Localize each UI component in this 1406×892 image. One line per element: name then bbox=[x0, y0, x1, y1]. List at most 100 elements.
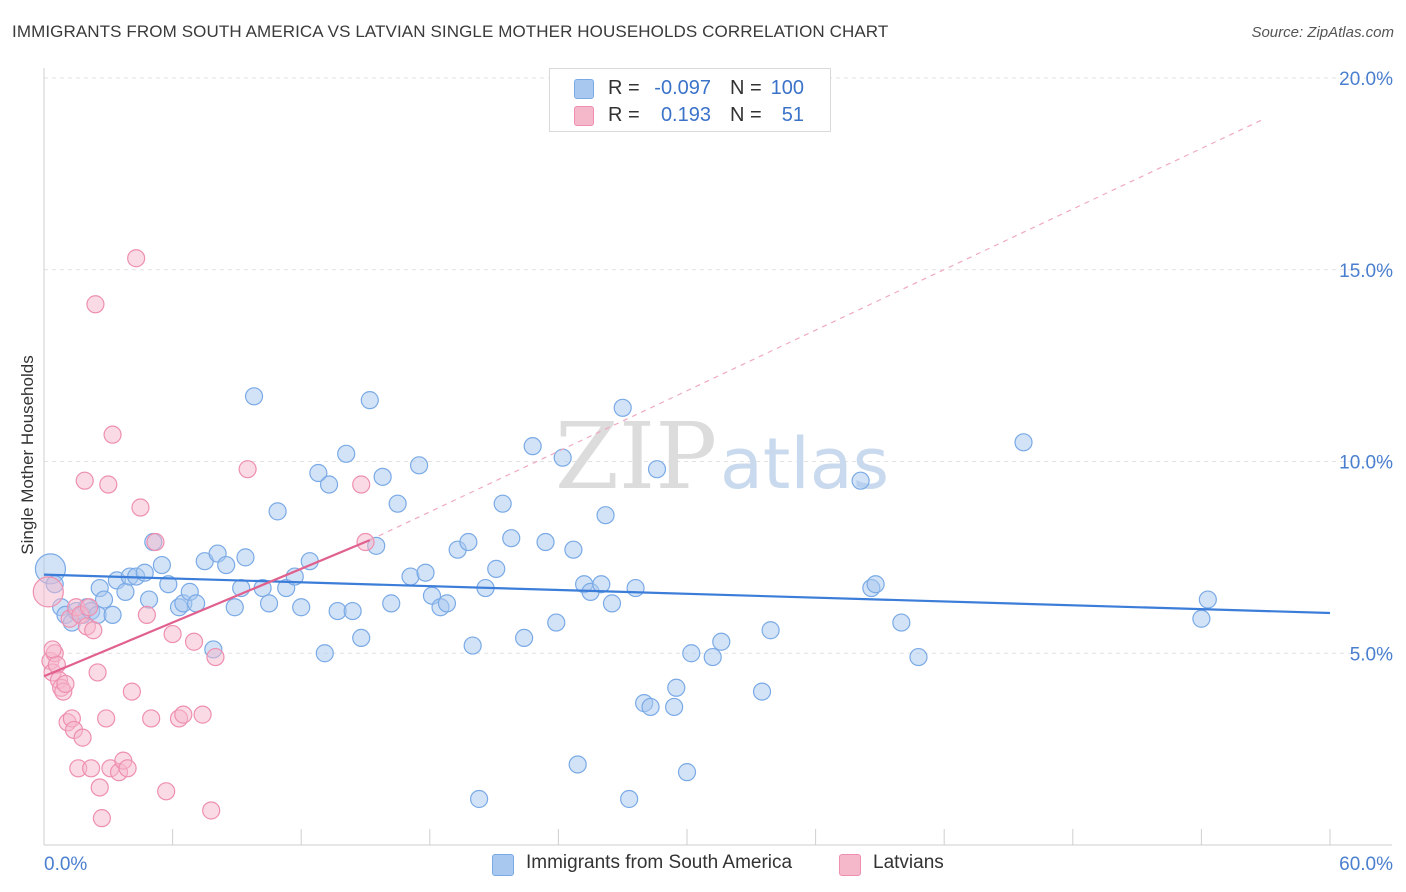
point-south-america bbox=[373, 467, 392, 486]
point-south-america bbox=[564, 540, 583, 559]
point-south-america bbox=[259, 594, 279, 613]
point-south-america bbox=[337, 444, 356, 463]
point-south-america bbox=[382, 594, 401, 613]
point-south-america bbox=[159, 575, 178, 594]
legend-r-value: 0.193 bbox=[660, 104, 711, 126]
point-latvians bbox=[86, 295, 105, 314]
point-south-america bbox=[152, 555, 171, 575]
x-tick-label: 0.0% bbox=[44, 854, 87, 875]
point-south-america bbox=[547, 613, 566, 632]
point-south-america bbox=[388, 494, 407, 513]
point-south-america bbox=[620, 789, 639, 809]
point-south-america bbox=[236, 548, 255, 567]
point-south-america bbox=[416, 563, 435, 582]
legend-r-label: R = bbox=[608, 77, 640, 99]
y-tick-label: 20.0% bbox=[1339, 69, 1393, 90]
point-south-america bbox=[319, 475, 339, 494]
point-south-america bbox=[641, 697, 660, 717]
trend-lines bbox=[43, 119, 1331, 678]
point-latvians bbox=[103, 425, 122, 444]
point-south-america bbox=[139, 590, 159, 609]
legend-swatch-south-america bbox=[492, 854, 514, 876]
point-latvians bbox=[193, 705, 212, 724]
grid-lines bbox=[44, 77, 1390, 654]
watermark-atlas: atlas bbox=[720, 423, 889, 505]
point-south-america bbox=[1198, 590, 1217, 609]
point-latvians bbox=[75, 471, 94, 490]
point-latvians bbox=[82, 759, 101, 778]
chart-title: IMMIGRANTS FROM SOUTH AMERICA VS LATVIAN… bbox=[12, 22, 889, 41]
correlation-legend: R = -0.097 N = 100 R = 0.193 N = 51 bbox=[549, 68, 831, 132]
point-south-america bbox=[712, 632, 731, 651]
y-axis-label: Single Mother Households bbox=[18, 355, 37, 555]
point-latvians bbox=[56, 674, 75, 694]
point-south-america bbox=[1014, 433, 1033, 452]
point-latvians bbox=[184, 632, 204, 651]
legend-label-latvians: Latvians bbox=[873, 852, 944, 873]
point-latvians bbox=[122, 682, 141, 701]
point-south-america bbox=[866, 575, 885, 594]
point-latvians bbox=[99, 475, 118, 494]
series-legend: Immigrants from South America Latvians bbox=[0, 852, 1406, 880]
point-south-america bbox=[677, 763, 697, 782]
point-south-america bbox=[613, 398, 632, 417]
point-south-america bbox=[596, 506, 615, 525]
point-south-america bbox=[94, 590, 114, 609]
point-south-america bbox=[523, 437, 542, 456]
point-south-america bbox=[360, 391, 379, 410]
point-latvians bbox=[146, 532, 165, 552]
point-latvians bbox=[206, 647, 225, 667]
legend-swatch-latvians bbox=[839, 854, 861, 876]
point-south-america bbox=[459, 532, 478, 552]
trend-line-latvians bbox=[43, 539, 371, 678]
legend-row-latvians: R = 0.193 N = 51 bbox=[550, 102, 830, 128]
point-south-america bbox=[343, 601, 362, 621]
trend-line-south-america bbox=[43, 573, 1331, 615]
tick-labels: 5.0% 10.0% 15.0% 20.0% 0.0% 60.0% bbox=[44, 69, 1393, 875]
point-south-america bbox=[682, 644, 701, 663]
watermark-zip: ZIP bbox=[555, 403, 717, 510]
point-south-america bbox=[536, 532, 555, 552]
point-south-america bbox=[626, 578, 645, 598]
point-latvians bbox=[127, 249, 146, 268]
point-latvians bbox=[97, 709, 116, 728]
point-south-america bbox=[892, 613, 911, 632]
point-latvians bbox=[92, 809, 111, 828]
point-south-america bbox=[568, 755, 587, 774]
trend-extension-latvians bbox=[369, 119, 1262, 541]
point-latvians bbox=[137, 605, 156, 625]
point-south-america bbox=[292, 598, 311, 617]
point-south-america bbox=[309, 463, 328, 483]
point-south-america bbox=[665, 697, 684, 717]
point-south-america bbox=[502, 529, 521, 548]
point-south-america bbox=[352, 628, 371, 648]
point-latvians bbox=[202, 801, 221, 820]
point-south-america bbox=[703, 647, 722, 667]
point-south-america bbox=[103, 605, 122, 625]
point-latvians bbox=[43, 640, 62, 659]
point-latvians bbox=[79, 598, 99, 617]
point-latvians bbox=[73, 728, 92, 747]
data-points bbox=[32, 249, 1217, 828]
y-tick-label: 5.0% bbox=[1350, 644, 1393, 665]
point-latvians bbox=[118, 759, 137, 778]
point-south-america bbox=[401, 567, 420, 586]
legend-r-value: -0.097 bbox=[654, 77, 711, 99]
legend-label-south-america: Immigrants from South America bbox=[526, 852, 793, 873]
point-south-america bbox=[268, 502, 287, 521]
point-south-america bbox=[667, 678, 686, 697]
point-latvians bbox=[88, 663, 107, 682]
point-south-america bbox=[553, 448, 572, 467]
point-south-america bbox=[761, 621, 780, 640]
legend-n-label: N = bbox=[730, 104, 762, 126]
point-latvians bbox=[157, 782, 176, 801]
point-south-america bbox=[244, 387, 264, 406]
point-south-america bbox=[116, 582, 135, 601]
source-label: Source: ZipAtlas.com bbox=[1251, 24, 1394, 41]
point-south-america bbox=[592, 575, 611, 594]
point-south-america bbox=[463, 636, 482, 655]
legend-n-value: 51 bbox=[781, 104, 804, 126]
y-tick-label: 10.0% bbox=[1339, 453, 1393, 474]
point-south-america bbox=[315, 644, 334, 663]
